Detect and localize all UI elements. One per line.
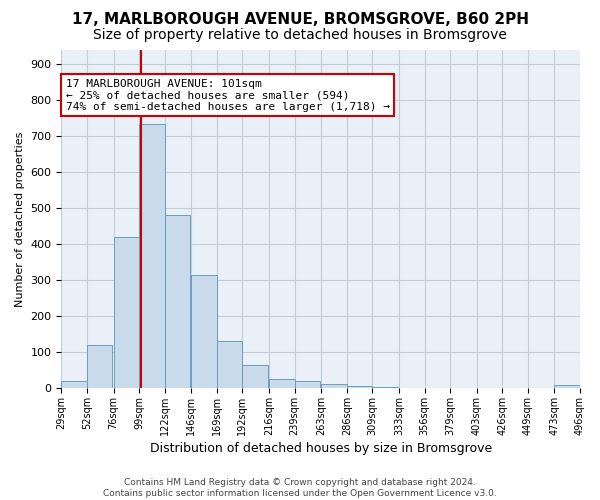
Text: 17, MARLBOROUGH AVENUE, BROMSGROVE, B60 2PH: 17, MARLBOROUGH AVENUE, BROMSGROVE, B60 … <box>71 12 529 28</box>
Bar <box>113 237 139 388</box>
Bar <box>269 379 295 388</box>
Y-axis label: Number of detached properties: Number of detached properties <box>15 132 25 306</box>
Bar <box>87 345 112 388</box>
Text: Contains HM Land Registry data © Crown copyright and database right 2024.
Contai: Contains HM Land Registry data © Crown c… <box>103 478 497 498</box>
Bar <box>139 124 164 388</box>
Bar <box>217 342 242 388</box>
Bar <box>554 385 580 388</box>
Text: Size of property relative to detached houses in Bromsgrove: Size of property relative to detached ho… <box>93 28 507 42</box>
Bar <box>347 386 373 388</box>
Bar <box>61 381 87 388</box>
Bar <box>295 381 320 388</box>
Bar <box>321 384 347 388</box>
X-axis label: Distribution of detached houses by size in Bromsgrove: Distribution of detached houses by size … <box>149 442 492 455</box>
Bar <box>164 216 190 388</box>
Bar <box>191 275 217 388</box>
Text: 17 MARLBOROUGH AVENUE: 101sqm
← 25% of detached houses are smaller (594)
74% of : 17 MARLBOROUGH AVENUE: 101sqm ← 25% of d… <box>66 79 390 112</box>
Bar <box>242 364 268 388</box>
